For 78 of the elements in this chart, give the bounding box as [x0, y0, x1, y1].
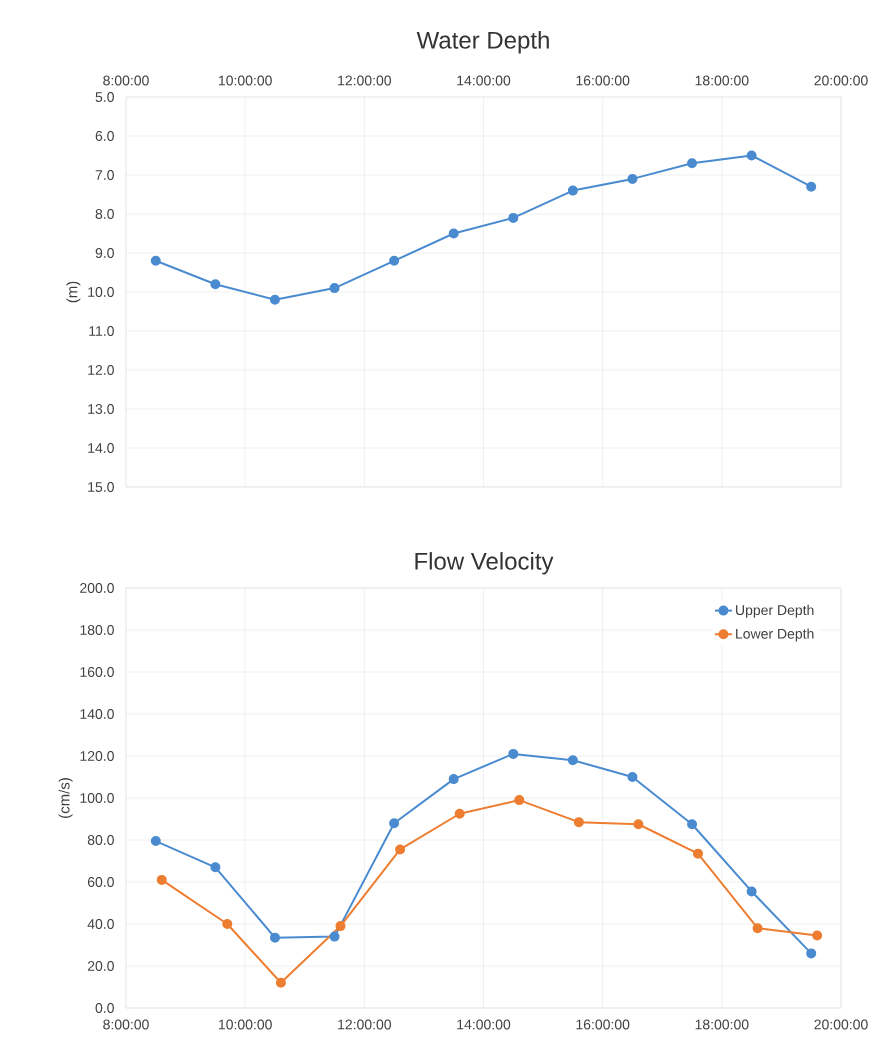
point [752, 923, 763, 934]
point [746, 150, 757, 161]
x-tick-label: 16:00:00 [576, 75, 630, 86]
chart-title: Flow Velocity [415, 552, 554, 575]
y-tick-label: 7.0 [95, 170, 114, 180]
point [806, 181, 817, 192]
legend-label: Lower Depth [736, 628, 814, 642]
x-tick-label: 8:00:00 [103, 1019, 149, 1030]
y-tick-label: 60.0 [87, 877, 114, 887]
point [687, 158, 698, 169]
y-tick-label: 6.0 [95, 131, 114, 141]
point [806, 948, 817, 959]
point [448, 774, 459, 785]
y-tick-label: 180.0 [80, 625, 114, 635]
x-tick-label: 14:00:00 [457, 1019, 511, 1030]
y-tick-label: 120.0 [80, 751, 114, 761]
legend-label: Upper Depth [736, 604, 814, 618]
point [210, 279, 221, 290]
y-tick-label: 14.0 [88, 443, 114, 453]
y-tick-label: 10.0 [88, 287, 114, 297]
x-tick-label: 14:00:00 [457, 75, 511, 86]
point [275, 977, 286, 988]
chart-title: Water Depth [416, 31, 549, 54]
x-tick-label: 20:00:00 [814, 75, 868, 86]
y-tick-label: 12.0 [88, 365, 114, 375]
point [448, 228, 459, 239]
x-tick-label: 12:00:00 [338, 75, 392, 86]
x-tick-label: 12:00:00 [338, 1019, 392, 1030]
point [269, 932, 280, 943]
point [150, 836, 161, 847]
point [573, 817, 584, 828]
y-tick-label: 13.0 [88, 404, 114, 414]
point [222, 918, 233, 929]
point [567, 755, 578, 766]
x-tick-label: 10:00:00 [218, 1019, 272, 1030]
point [508, 748, 519, 759]
point [329, 283, 340, 294]
x-tick-label: 20:00:00 [814, 1019, 868, 1030]
point [335, 921, 346, 932]
point [627, 771, 638, 782]
y-tick-label: 200.0 [80, 583, 114, 593]
y-tick-label: 80.0 [87, 835, 114, 845]
point [389, 255, 400, 266]
point [812, 930, 823, 941]
point [746, 886, 757, 897]
point [395, 844, 406, 855]
y-tick-label: 160.0 [80, 667, 114, 677]
y-tick-label: 140.0 [80, 709, 114, 719]
point [156, 874, 167, 885]
y-tick-label: 15.0 [88, 482, 114, 492]
x-tick-label: 18:00:00 [695, 1019, 749, 1030]
y-tick-label: 9.0 [95, 248, 114, 258]
y-tick-label: 40.0 [87, 919, 114, 929]
point [508, 212, 519, 223]
x-tick-label: 16:00:00 [576, 1019, 630, 1030]
y-tick-label: 0.0 [95, 1003, 114, 1013]
x-tick-label: 18:00:00 [695, 75, 749, 86]
point [633, 819, 644, 830]
y-tick-label: 5.0 [95, 92, 114, 102]
point [329, 931, 340, 942]
y-tick-label: 20.0 [87, 961, 114, 971]
x-tick-label: 8:00:00 [103, 75, 149, 86]
point [514, 795, 525, 806]
y-axis-title: (cm/s) [58, 778, 73, 818]
point [627, 173, 638, 184]
y-axis-title: (m) [66, 281, 81, 303]
point [687, 819, 698, 830]
point [389, 818, 400, 829]
point [269, 294, 280, 305]
x-tick-label: 10:00:00 [218, 75, 272, 86]
y-tick-label: 100.0 [80, 793, 114, 803]
point [567, 185, 578, 196]
y-tick-label: 11.0 [89, 326, 114, 336]
point [150, 255, 161, 266]
point [693, 848, 703, 859]
y-tick-label: 8.0 [95, 209, 114, 219]
point [454, 808, 465, 819]
point [210, 862, 221, 873]
